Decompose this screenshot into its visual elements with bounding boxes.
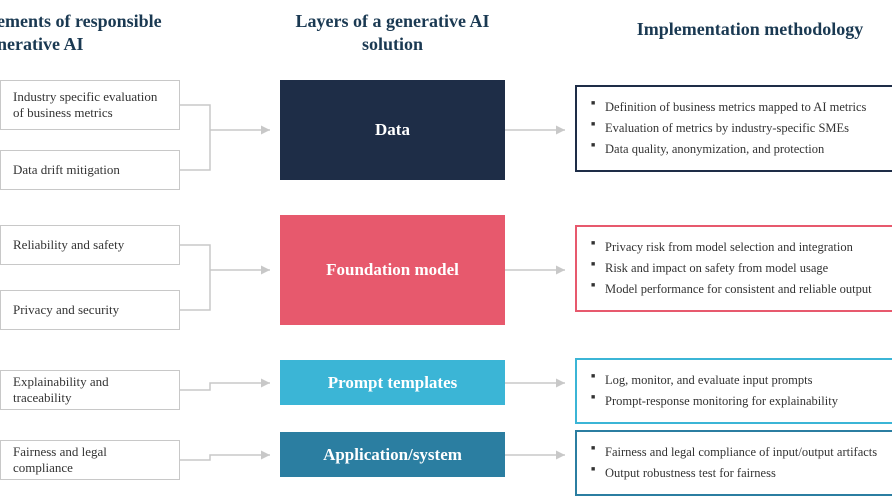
- layer-data: Data: [280, 80, 505, 180]
- method-item: Fairness and legal compliance of input/o…: [591, 442, 879, 463]
- layer-foundation-model: Foundation model: [280, 215, 505, 325]
- layer-label: Data: [375, 120, 410, 140]
- method-foundation: Privacy risk from model selection and in…: [575, 225, 892, 312]
- method-item: Model performance for consistent and rel…: [591, 279, 879, 300]
- element-reliability-safety: Reliability and safety: [0, 225, 180, 265]
- diagram-container: Elements of responsible generative AI La…: [0, 0, 892, 502]
- method-item: Data quality, anonymization, and protect…: [591, 139, 879, 160]
- element-label: Privacy and security: [13, 302, 119, 318]
- method-item: Definition of business metrics mapped to…: [591, 97, 879, 118]
- method-data: Definition of business metrics mapped to…: [575, 85, 892, 172]
- element-label: Explainability and traceability: [13, 374, 167, 406]
- element-label: Data drift mitigation: [13, 162, 120, 178]
- element-label: Reliability and safety: [13, 237, 124, 253]
- method-list: Definition of business metrics mapped to…: [591, 97, 879, 160]
- element-label: Industry specific evaluation of business…: [13, 89, 167, 121]
- element-industry-evaluation: Industry specific evaluation of business…: [0, 80, 180, 130]
- element-privacy-security: Privacy and security: [0, 290, 180, 330]
- layer-label: Foundation model: [326, 260, 459, 280]
- layer-label: Application/system: [323, 445, 462, 465]
- method-prompt: Log, monitor, and evaluate input prompts…: [575, 358, 892, 424]
- header-methodology: Implementation methodology: [600, 18, 892, 41]
- method-item: Output robustness test for fairness: [591, 463, 879, 484]
- method-list: Log, monitor, and evaluate input prompts…: [591, 370, 879, 412]
- layer-label: Prompt templates: [328, 373, 458, 393]
- method-item: Log, monitor, and evaluate input prompts: [591, 370, 879, 391]
- element-data-drift: Data drift mitigation: [0, 150, 180, 190]
- method-item: Risk and impact on safety from model usa…: [591, 258, 879, 279]
- method-item: Prompt-response monitoring for explainab…: [591, 391, 879, 412]
- method-item: Privacy risk from model selection and in…: [591, 237, 879, 258]
- element-explainability: Explainability and traceability: [0, 370, 180, 410]
- element-label: Fairness and legal compliance: [13, 444, 167, 476]
- element-fairness-legal: Fairness and legal compliance: [0, 440, 180, 480]
- header-elements: Elements of responsible generative AI: [0, 10, 200, 57]
- method-list: Fairness and legal compliance of input/o…: [591, 442, 879, 484]
- layer-application-system: Application/system: [280, 432, 505, 477]
- method-application: Fairness and legal compliance of input/o…: [575, 430, 892, 496]
- header-layers: Layers of a generative AI solution: [280, 10, 505, 57]
- method-list: Privacy risk from model selection and in…: [591, 237, 879, 300]
- method-item: Evaluation of metrics by industry-specif…: [591, 118, 879, 139]
- layer-prompt-templates: Prompt templates: [280, 360, 505, 405]
